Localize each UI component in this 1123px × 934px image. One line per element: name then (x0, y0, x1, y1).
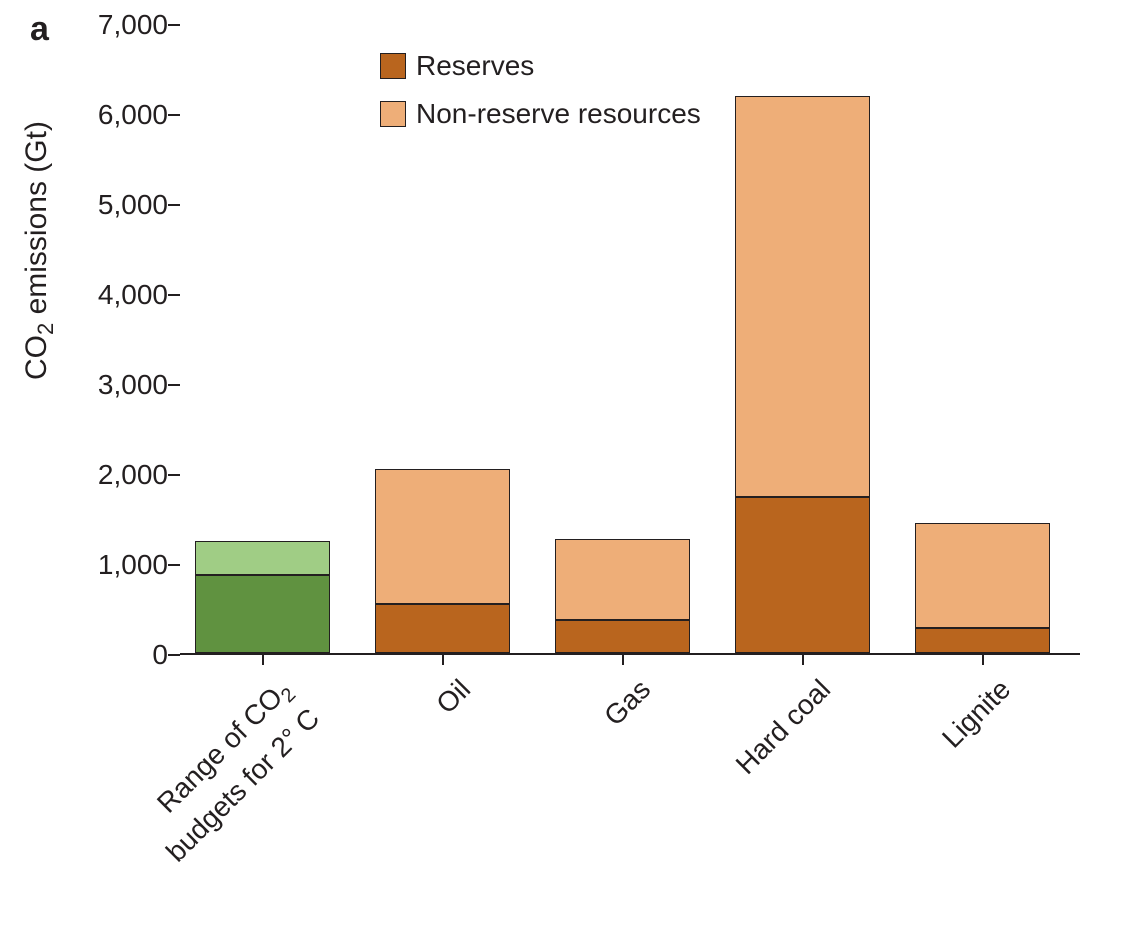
y-tick-label: 4,000 (98, 279, 168, 311)
x-tick (982, 653, 984, 665)
legend-label: Reserves (416, 50, 534, 82)
y-tick (168, 564, 180, 566)
legend-label: Non-reserve resources (416, 98, 701, 130)
y-tick (168, 384, 180, 386)
x-tick (442, 653, 444, 665)
y-tick (168, 24, 180, 26)
y-tick-label: 3,000 (98, 369, 168, 401)
legend-item: Reserves (380, 50, 701, 82)
y-tick (168, 654, 180, 656)
legend-swatch (380, 101, 406, 127)
panel-label: a (30, 10, 49, 49)
y-tick-label: 6,000 (98, 99, 168, 131)
x-tick (802, 653, 804, 665)
bar-segment (735, 96, 870, 497)
x-label: Oil (453, 648, 502, 697)
bar-segment (735, 497, 870, 653)
bar-segment (915, 523, 1050, 628)
bar-hardcoal (735, 96, 870, 653)
y-tick-label: 2,000 (98, 459, 168, 491)
legend: Reserves Non-reserve resources (380, 50, 701, 146)
y-tick-label: 0 (152, 639, 168, 671)
legend-item: Non-reserve resources (380, 98, 701, 130)
y-tick-label: 1,000 (98, 549, 168, 581)
y-tick (168, 474, 180, 476)
bar-segment (555, 539, 690, 620)
x-tick (622, 653, 624, 665)
legend-swatch (380, 53, 406, 79)
y-tick-label: 5,000 (98, 189, 168, 221)
y-tick (168, 294, 180, 296)
y-tick (168, 204, 180, 206)
bar-segment (195, 541, 330, 575)
y-tick (168, 114, 180, 116)
y-tick-label: 7,000 (98, 9, 168, 41)
y-axis-title: CO2 emissions (Gt) (20, 121, 59, 380)
co2-emissions-chart: a CO2 emissions (Gt) 01,0002,0003,0004,0… (30, 10, 1110, 910)
x-tick (262, 653, 264, 665)
